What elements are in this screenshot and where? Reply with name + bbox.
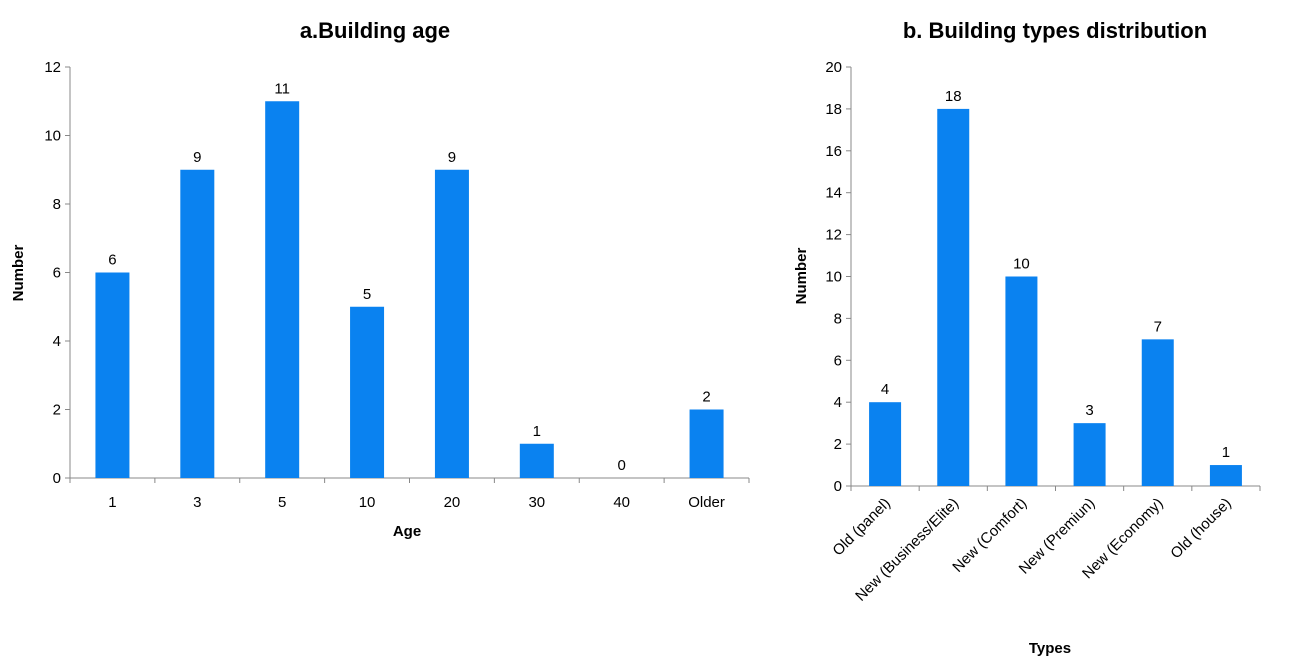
chart-a-title: a.Building age [300, 18, 450, 43]
bar [180, 169, 215, 478]
bar [95, 272, 130, 478]
x-tick-label: 5 [278, 494, 286, 511]
chart-b-title: b. Building types distribution [903, 18, 1207, 43]
y-tick-label: 10 [44, 128, 61, 145]
data-label: 10 [1013, 256, 1030, 273]
data-label: 3 [1085, 402, 1093, 419]
bar [434, 169, 469, 478]
x-tick-label: 1 [108, 494, 116, 511]
y-tick-label: 18 [825, 101, 842, 118]
chart-a-xlabel: Age [393, 523, 421, 540]
bar [1209, 465, 1242, 486]
data-label: 1 [533, 423, 541, 440]
y-tick-label: 14 [825, 185, 842, 202]
data-label: 9 [193, 149, 201, 166]
building-types-chart: b. Building types distribution Types Num… [793, 18, 1261, 657]
data-label: 18 [945, 88, 962, 105]
y-tick-label: 6 [834, 352, 842, 369]
y-tick-label: 4 [53, 333, 61, 350]
x-tick-label: 3 [193, 494, 201, 511]
bar [1005, 276, 1038, 486]
bar [869, 402, 902, 486]
y-tick-label: 8 [53, 196, 61, 213]
bar [350, 306, 385, 478]
bar [265, 101, 300, 478]
chart-b-ylabel: Number [793, 248, 810, 305]
x-tick-label: Older [688, 494, 725, 511]
chart-b-xlabel: Types [1029, 640, 1071, 657]
x-tick-label: 40 [613, 494, 630, 511]
bar [519, 443, 554, 478]
data-label: 2 [702, 389, 710, 406]
bar [1141, 339, 1174, 486]
y-tick-label: 2 [834, 436, 842, 453]
x-tick-label: 10 [359, 494, 376, 511]
data-label: 1 [1222, 444, 1230, 461]
y-tick-label: 0 [53, 470, 61, 487]
data-label: 6 [108, 252, 116, 269]
x-tick-label: Old (house) [1167, 495, 1234, 562]
y-tick-label: 8 [834, 310, 842, 327]
data-label: 9 [448, 149, 456, 166]
data-label: 0 [618, 457, 626, 474]
y-tick-label: 12 [825, 227, 842, 244]
x-tick-label: Old (panel) [829, 495, 893, 559]
bar [1073, 423, 1106, 486]
data-label: 11 [274, 80, 290, 97]
data-label: 4 [881, 381, 889, 398]
y-tick-label: 16 [825, 143, 842, 160]
y-tick-label: 10 [825, 269, 842, 286]
x-tick-label: 30 [528, 494, 545, 511]
y-tick-label: 4 [834, 394, 842, 411]
data-label: 5 [363, 286, 371, 303]
chart-a-plot-area: 0 2 4 6 8 10 12 6 1 9 3 11 5 5 10 9 20 1 30 0 40 2 Older [44, 59, 750, 511]
building-age-chart: a.Building age Age Number 02468101261931… [10, 18, 750, 540]
data-label: 7 [1154, 318, 1162, 335]
y-tick-label: 2 [53, 402, 61, 419]
y-tick-label: 20 [825, 59, 842, 76]
bar [937, 108, 970, 487]
chart-a-ylabel: Number [10, 245, 27, 302]
bar [689, 409, 724, 478]
y-tick-label: 6 [53, 265, 61, 282]
y-tick-label: 0 [834, 478, 842, 495]
x-tick-label: 20 [444, 494, 461, 511]
y-tick-label: 12 [44, 59, 61, 76]
